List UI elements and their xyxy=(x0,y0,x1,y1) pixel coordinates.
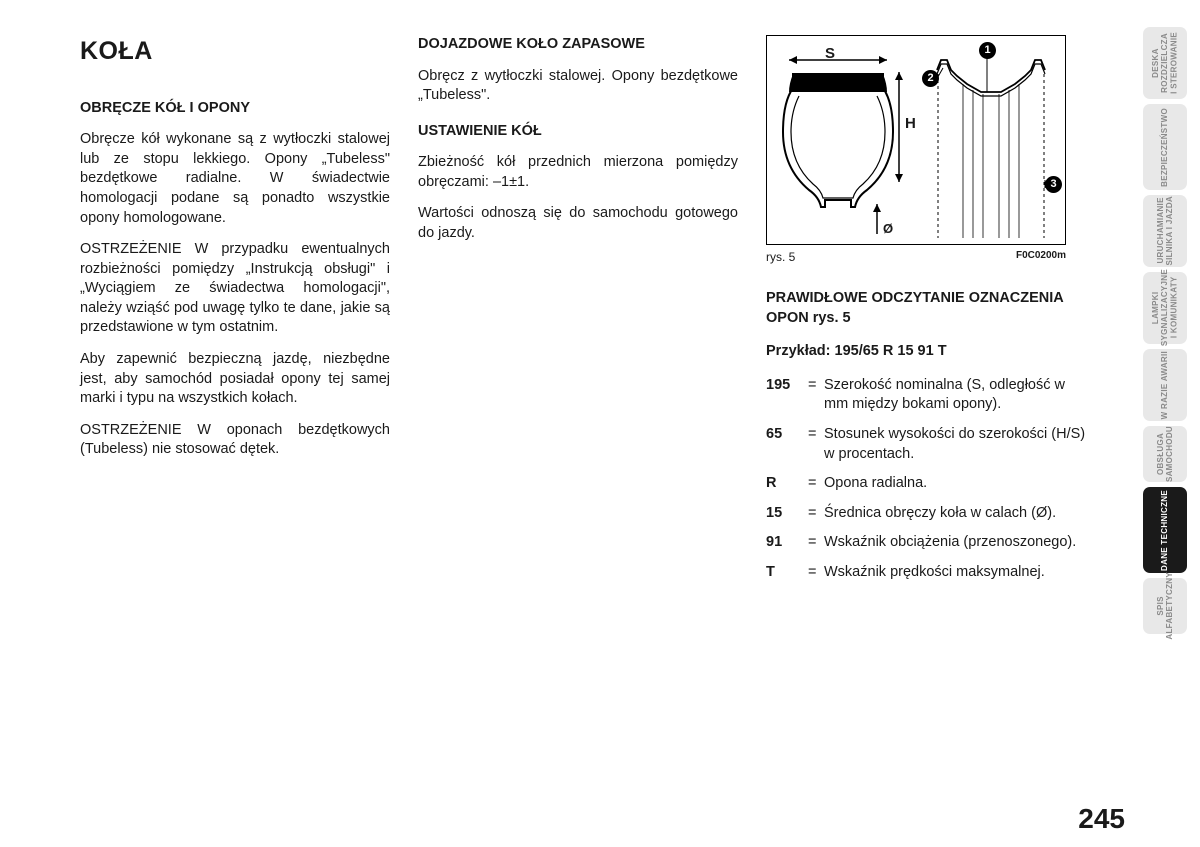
main-title: KOŁA xyxy=(80,35,390,69)
section-heading: DOJAZDOWE KOŁO ZAPASOWE xyxy=(418,35,738,55)
def-equals: = xyxy=(808,425,824,445)
section-heading: PRAWIDŁOWE ODCZYTANIE OZNACZENIA OPON ry… xyxy=(766,289,1086,328)
side-tab-label: DANE TECHNICZNE xyxy=(1160,490,1169,571)
column-1: KOŁA OBRĘCZE KÓŁ I OPONY Obręcze kół wyk… xyxy=(80,35,390,592)
side-tab-1[interactable]: BEZPIECZEŃSTWO xyxy=(1143,104,1187,190)
definition-row: 65 = Stosunek wysokości do szerokości (H… xyxy=(766,425,1086,464)
column-2: DOJAZDOWE KOŁO ZAPASOWE Obręcz z wytłocz… xyxy=(418,35,738,592)
side-tab-2[interactable]: URUCHAMIANIE SILNIKA I JAZDA xyxy=(1143,195,1187,267)
side-tab-3[interactable]: LAMPKI SYGNALIZACYJNE I KOMUNIKATY xyxy=(1143,272,1187,344)
dimension-label-s: S xyxy=(825,44,835,64)
figure-label: rys. 5 xyxy=(766,249,795,265)
paragraph: Wartości odnoszą się do samochodu gotowe… xyxy=(418,204,738,243)
side-tab-label: OBSŁUGA SAMOCHODU xyxy=(1156,426,1174,482)
side-tab-7[interactable]: SPIS ALFABETYCZNY xyxy=(1143,578,1187,634)
def-equals: = xyxy=(808,504,824,524)
definitions-list: 195 = Szerokość nominalna (S, odległość … xyxy=(766,376,1086,583)
def-equals: = xyxy=(808,563,824,583)
def-key: R xyxy=(766,474,808,494)
definition-row: 15 = Średnica obręczy koła w calach (Ø). xyxy=(766,504,1086,524)
definition-row: R = Opona radialna. xyxy=(766,474,1086,494)
def-value: Wskaźnik prędkości maksymalnej. xyxy=(824,563,1086,583)
def-value: Opona radialna. xyxy=(824,474,1086,494)
side-tab-label: W RAZIE AWARII xyxy=(1160,351,1169,419)
figure-5: S H Ø 1 xyxy=(766,35,1066,245)
def-value: Szerokość nominalna (S, odległość w mm m… xyxy=(824,376,1086,415)
side-tab-label: BEZPIECZEŃSTWO xyxy=(1160,108,1169,187)
def-equals: = xyxy=(808,474,824,494)
page-content: KOŁA OBRĘCZE KÓŁ I OPONY Obręcze kół wyk… xyxy=(0,0,1110,612)
figure-code: F0C0200m xyxy=(1016,249,1066,265)
rim-cross-section-icon xyxy=(927,40,1057,240)
def-key: 65 xyxy=(766,425,808,445)
side-tab-label: SPIS ALFABETYCZNY xyxy=(1156,572,1174,640)
def-value: Wskaźnik obciążenia (przenoszonego). xyxy=(824,533,1086,553)
callout-1: 1 xyxy=(979,42,996,59)
dimension-label-h: H xyxy=(905,114,916,134)
paragraph: Zbieżność kół przednich mierzona pomiędz… xyxy=(418,153,738,192)
def-value: Stosunek wysokości do szerokości (H/S) w… xyxy=(824,425,1086,464)
side-tab-label: DESKA ROZDZIELCZA I STEROWANIE xyxy=(1151,32,1179,94)
definition-row: T = Wskaźnik prędkości maksymalnej. xyxy=(766,563,1086,583)
callout-2: 2 xyxy=(922,70,939,87)
figure-caption: rys. 5 F0C0200m xyxy=(766,249,1066,265)
def-key: T xyxy=(766,563,808,583)
paragraph: Obręcze kół wykonane są z wytłoczki stal… xyxy=(80,130,390,228)
side-tab-5[interactable]: OBSŁUGA SAMOCHODU xyxy=(1143,426,1187,482)
def-key: 195 xyxy=(766,376,808,396)
def-equals: = xyxy=(808,533,824,553)
side-tabs: DESKA ROZDZIELCZA I STEROWANIE BEZPIECZEŃ… xyxy=(1143,27,1187,634)
def-equals: = xyxy=(808,376,824,396)
dimension-label-o: Ø xyxy=(883,220,893,238)
section-heading: OBRĘCZE KÓŁ I OPONY xyxy=(80,99,390,119)
section-heading: USTAWIENIE KÓŁ xyxy=(418,122,738,142)
tire-cross-section-icon xyxy=(769,40,919,240)
side-tab-4[interactable]: W RAZIE AWARII xyxy=(1143,349,1187,421)
callout-3: 3 xyxy=(1045,176,1062,193)
page-number: 245 xyxy=(1078,803,1125,835)
definition-row: 91 = Wskaźnik obciążenia (przenoszonego)… xyxy=(766,533,1086,553)
def-value: Średnica obręczy koła w calach (Ø). xyxy=(824,504,1086,524)
side-tab-label: LAMPKI SYGNALIZACYJNE I KOMUNIKATY xyxy=(1151,269,1179,346)
paragraph: OSTRZEŻENIE W oponach bezdętkowych (Tube… xyxy=(80,421,390,460)
paragraph: Aby zapewnić bezpieczną jazdę, niezbędne… xyxy=(80,350,390,409)
def-key: 15 xyxy=(766,504,808,524)
side-tab-0[interactable]: DESKA ROZDZIELCZA I STEROWANIE xyxy=(1143,27,1187,99)
paragraph: Obręcz z wytłoczki stalowej. Opony bezdę… xyxy=(418,67,738,106)
paragraph: OSTRZEŻENIE W przypadku ewentualnych roz… xyxy=(80,240,390,338)
side-tab-label: URUCHAMIANIE SILNIKA I JAZDA xyxy=(1156,196,1174,266)
example-label: Przykład: 195/65 R 15 91 T xyxy=(766,342,1086,362)
column-3: S H Ø 1 xyxy=(766,35,1086,592)
side-tab-6[interactable]: DANE TECHNICZNE xyxy=(1143,487,1187,573)
def-key: 91 xyxy=(766,533,808,553)
definition-row: 195 = Szerokość nominalna (S, odległość … xyxy=(766,376,1086,415)
